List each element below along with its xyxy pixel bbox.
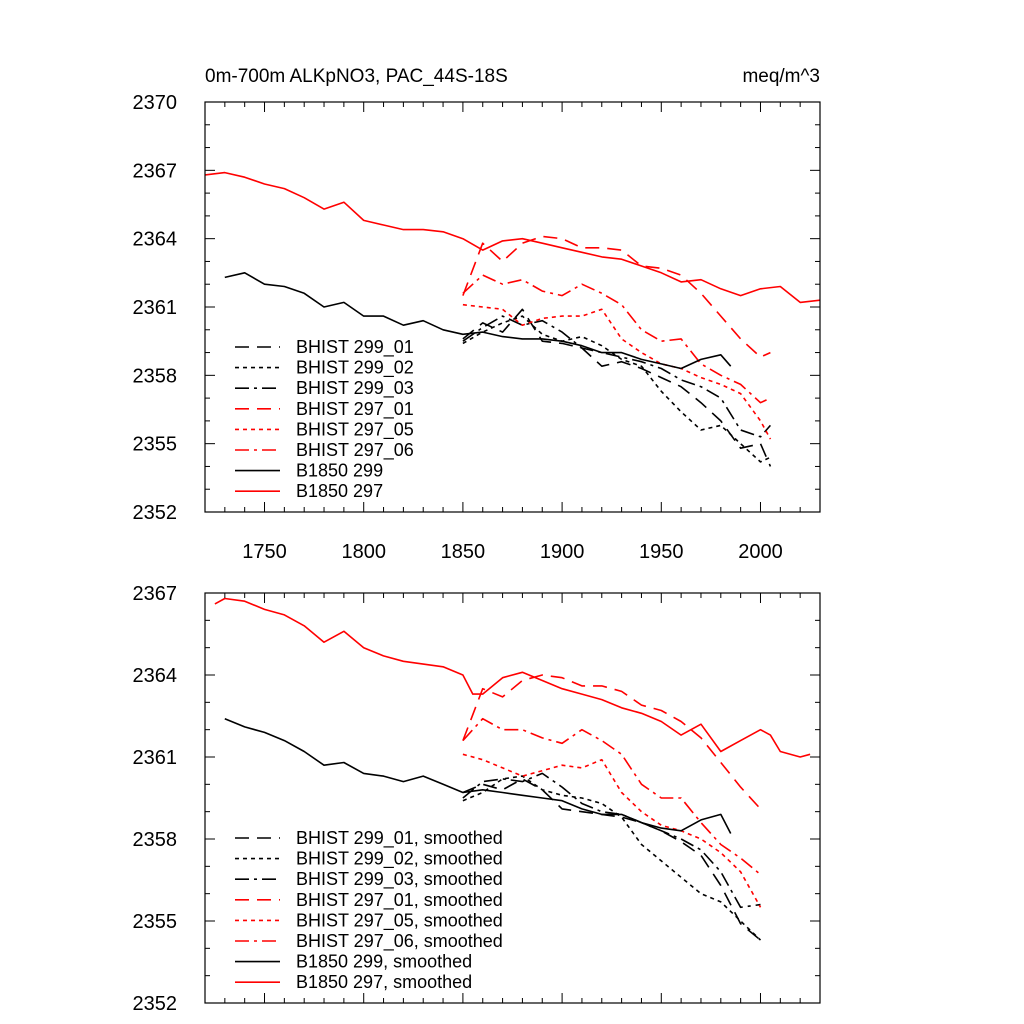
series-line-8 xyxy=(214,597,811,758)
series-line-3 xyxy=(462,772,761,909)
y-tick-label: 2352 xyxy=(133,993,178,1015)
legend-label: BHIST 297_01 xyxy=(296,399,414,420)
y-tick-label: 2358 xyxy=(133,829,178,851)
y-tick-label: 2352 xyxy=(133,502,178,524)
y-tick-label: 2367 xyxy=(133,160,178,182)
legend-label: BHIST 299_02 xyxy=(296,358,414,379)
chart-panel-1: 2352 2355 2358 2361 2364 2367 2370 1750 1800 1850… xyxy=(133,66,821,563)
legend-label: BHIST 297_06 xyxy=(296,440,414,461)
y-tick-label: 2361 xyxy=(133,297,178,319)
series-line-8 xyxy=(205,171,820,304)
legend-label: BHIST 297_06, smoothed xyxy=(296,931,503,952)
series-line-5 xyxy=(462,303,772,440)
series-group xyxy=(214,597,811,941)
series-line-4 xyxy=(462,674,762,810)
series-line-2 xyxy=(462,775,762,941)
legend-label: BHIST 297_01, smoothed xyxy=(296,890,503,911)
series-line-5 xyxy=(462,753,762,908)
x-tick-label: 1750 xyxy=(242,541,287,563)
chart-panel-2: 2352 2355 2358 2361 2364 2367 BHIST 299_01, sm… xyxy=(133,583,821,1015)
y-tick-label: 2364 xyxy=(133,665,178,687)
legend-label: BHIST 297_05, smoothed xyxy=(296,910,503,931)
legend-label: BHIST 299_03 xyxy=(296,378,414,399)
series-line-7 xyxy=(224,717,732,834)
legend-label: BHIST 299_02, smoothed xyxy=(296,849,503,870)
legend-label: B1850 297, smoothed xyxy=(296,972,472,992)
x-tick-label: 1950 xyxy=(639,541,684,563)
x-tick-label: 1900 xyxy=(540,541,585,563)
series-line-3 xyxy=(462,315,772,438)
series-group xyxy=(205,171,820,467)
series-line-7 xyxy=(224,271,732,370)
y-tick-label: 2367 xyxy=(133,583,178,605)
legend-label: B1850 297 xyxy=(296,481,383,501)
legend-label: BHIST 297_05 xyxy=(296,419,414,440)
y-tick-label: 2361 xyxy=(133,747,178,769)
x-tick-label: 2000 xyxy=(738,541,783,563)
legend-label: BHIST 299_01, smoothed xyxy=(296,828,503,849)
plot-frame xyxy=(204,592,821,1004)
chart-title: 0m-700m ALKpNO3, PAC_44S-18S xyxy=(205,66,508,87)
legend-label: BHIST 299_03, smoothed xyxy=(296,869,503,890)
series-line-1 xyxy=(462,308,772,467)
chart-units: meq/m^3 xyxy=(742,66,820,87)
series-line-4 xyxy=(462,235,771,358)
legend-label: B1850 299 xyxy=(296,461,383,481)
x-tick-label: 1800 xyxy=(341,541,386,563)
y-tick-label: 2355 xyxy=(133,911,178,933)
x-tick-label: 1850 xyxy=(441,541,486,563)
series-line-2 xyxy=(462,315,771,463)
legend-label: BHIST 299_01 xyxy=(296,337,414,358)
series-line-6 xyxy=(462,717,762,876)
y-tick-label: 2355 xyxy=(133,434,178,456)
series-line-1 xyxy=(462,778,762,941)
y-tick-label: 2358 xyxy=(133,365,178,387)
y-tick-label: 2364 xyxy=(133,229,178,251)
series-line-6 xyxy=(462,274,771,404)
legend-label: B1850 299, smoothed xyxy=(296,952,472,972)
y-tick-label: 2370 xyxy=(133,92,178,114)
